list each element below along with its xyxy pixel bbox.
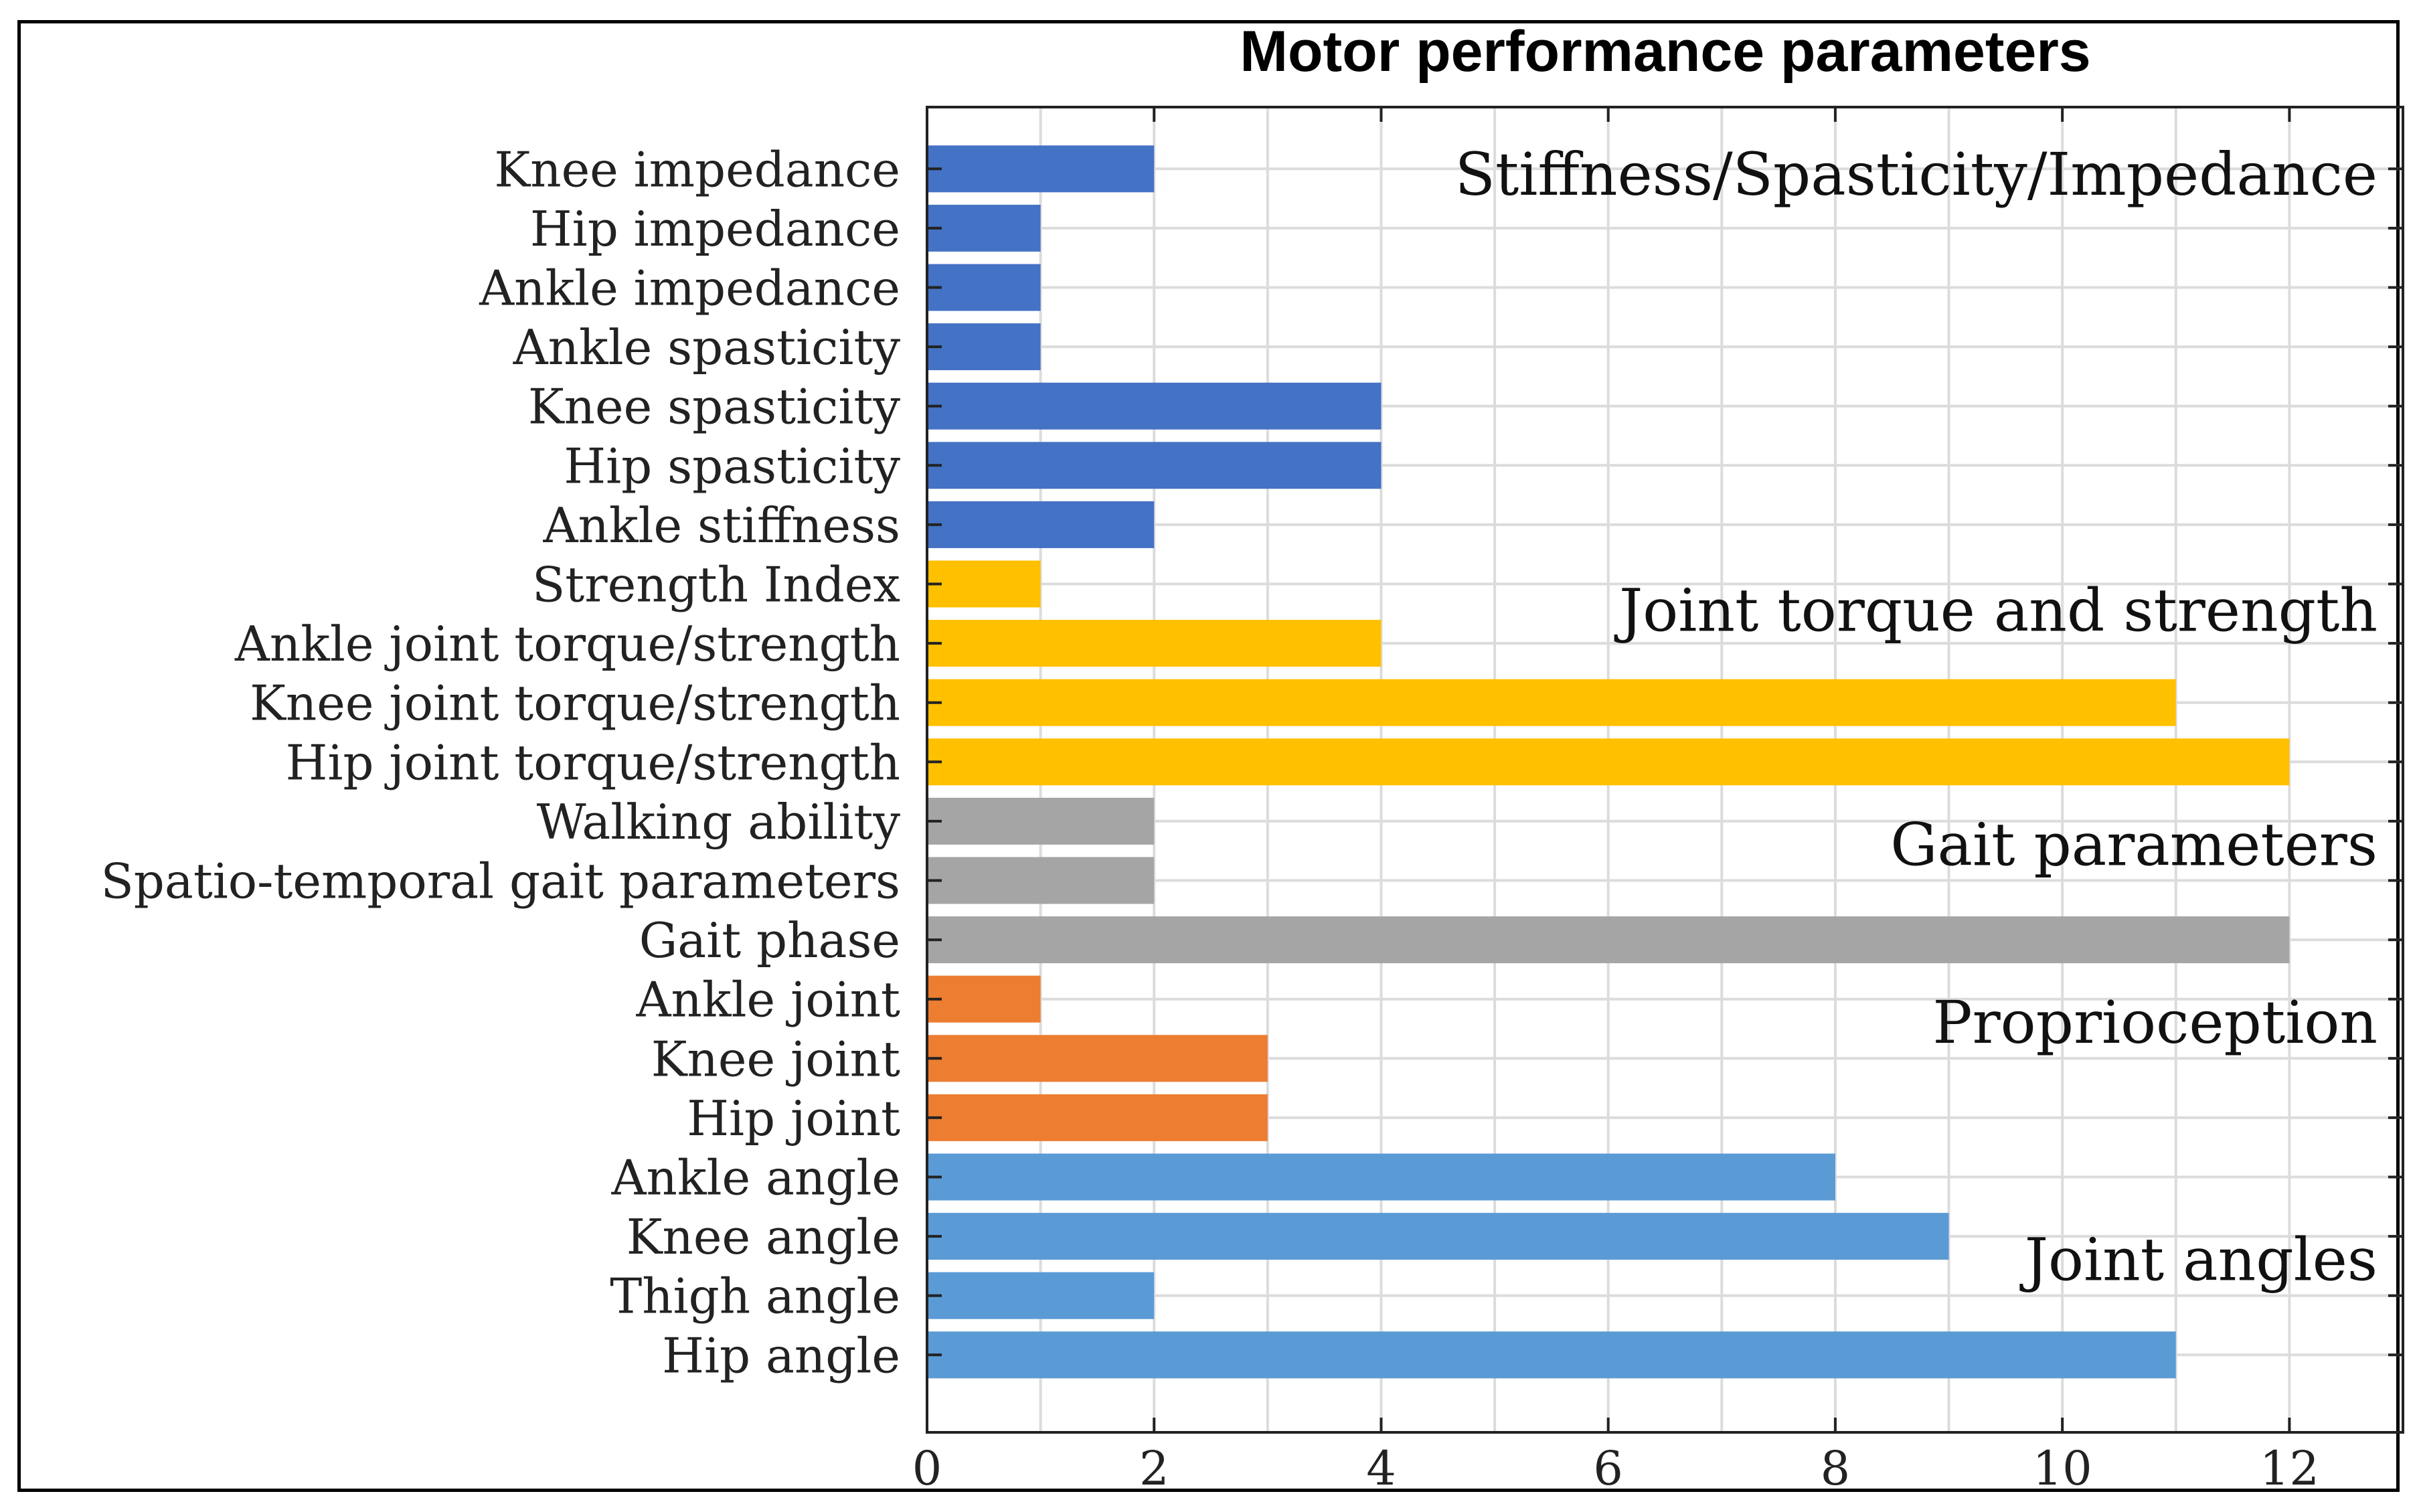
x-tick-label: 4 [1366, 1441, 1396, 1496]
group-labels: Stiffness/Spasticity/Impedance Joint torq… [1455, 140, 2378, 1294]
bars [927, 145, 2290, 1379]
category-label: Knee angle [627, 1209, 900, 1265]
category-label: Ankle angle [610, 1150, 900, 1206]
category-label: Gait phase [639, 912, 900, 969]
category-label: Ankle joint [635, 972, 900, 1028]
bar [927, 797, 1155, 845]
category-label: Hip angle [662, 1327, 900, 1383]
bar [927, 857, 1155, 904]
x-tick-label: 8 [1821, 1441, 1851, 1496]
category-label: Walking ability [537, 794, 901, 850]
category-label: Strength Index [532, 557, 900, 613]
bar [927, 204, 1041, 252]
bar [927, 264, 1041, 311]
bar [927, 382, 1382, 430]
bar [927, 975, 1041, 1023]
bar [927, 1213, 1949, 1260]
x-tick-label: 0 [912, 1441, 942, 1496]
axes-box [926, 106, 2404, 1434]
bar [927, 501, 1155, 548]
category-label: Ankle stiffness [543, 497, 900, 554]
category-label: Hip spasticity [564, 438, 900, 494]
ticks [926, 107, 2403, 1432]
bar [927, 1272, 1155, 1319]
category-label: Knee spasticity [528, 379, 900, 435]
category-label: Hip impedance [530, 201, 900, 257]
category-label: Knee joint torque/strength [250, 675, 900, 732]
chart-title: Motor performance parameters [1240, 19, 2090, 84]
x-tick-labels: 0 2 4 6 8 10 12 [912, 1441, 2319, 1496]
category-label: Ankle spasticity [513, 319, 901, 375]
bar [927, 1331, 2176, 1379]
x-tick-label: 10 [2033, 1441, 2092, 1496]
group-label: Proprioception [1932, 988, 2378, 1057]
bar [927, 323, 1041, 371]
category-label: Thigh angle [610, 1268, 900, 1325]
category-label: Hip joint torque/strength [286, 734, 900, 790]
bar [927, 916, 2290, 964]
bar [927, 1035, 1268, 1082]
bar [927, 620, 1382, 667]
x-tick-label: 2 [1139, 1441, 1169, 1496]
bar [927, 1094, 1268, 1141]
category-label: Knee joint [651, 1031, 900, 1087]
category-label: Spatio-temporal gait parameters [100, 853, 900, 910]
bar [927, 560, 1041, 608]
bar [927, 145, 1155, 193]
x-tick-label: 12 [2260, 1441, 2319, 1496]
category-label: Hip joint [687, 1090, 900, 1147]
category-label: Knee impedance [494, 141, 900, 197]
bar [927, 738, 2290, 786]
group-label: Stiffness/Spasticity/Impedance [1455, 140, 2378, 209]
bar [927, 1153, 1835, 1201]
group-label: Joint torque and strength [1614, 576, 2378, 645]
x-tick-label: 6 [1593, 1441, 1623, 1496]
bar [927, 442, 1382, 489]
category-label: Ankle joint torque/strength [234, 616, 900, 672]
group-label: Gait parameters [1890, 810, 2378, 879]
group-label: Joint angles [2019, 1226, 2378, 1294]
bar [927, 679, 2176, 726]
category-label: Ankle impedance [479, 260, 900, 317]
